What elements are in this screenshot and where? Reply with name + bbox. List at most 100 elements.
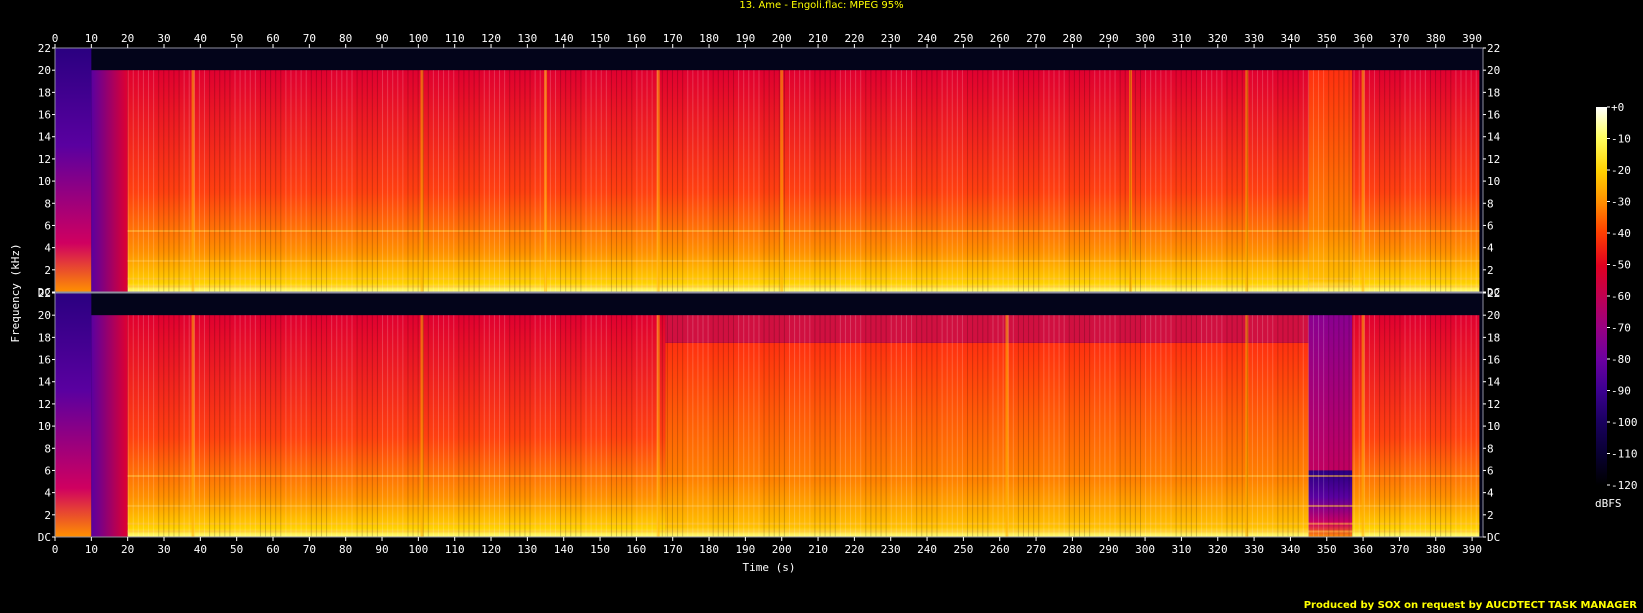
spectrum-texture — [127, 315, 1477, 537]
colorbar-tick-label: +0 — [1611, 101, 1624, 114]
x-tick-label: 120 — [481, 32, 501, 45]
y-tick-label: 12 — [1487, 398, 1500, 411]
x-tick-label: 250 — [953, 32, 973, 45]
x-tick-label: 110 — [445, 543, 465, 556]
x-tick-label: 50 — [230, 32, 243, 45]
spectrum-segment — [55, 293, 92, 537]
transient-mark — [1129, 70, 1133, 292]
x-tick-label: 370 — [1389, 32, 1409, 45]
x-tick-label: 310 — [1171, 543, 1191, 556]
harmonic-band — [127, 285, 1480, 288]
transient-mark — [1245, 315, 1249, 537]
y-tick-label: 16 — [1487, 354, 1500, 367]
spectrogram-panel-right — [54, 292, 1484, 538]
x-tick-label: 140 — [554, 32, 574, 45]
x-axis-label: Time (s) — [743, 561, 796, 574]
x-tick-label: 310 — [1171, 32, 1191, 45]
transient-mark — [1005, 315, 1009, 537]
colorbar-tick-label: -70 — [1611, 322, 1631, 335]
x-tick-label: 300 — [1135, 32, 1155, 45]
y-tick-label: 10 — [38, 175, 51, 188]
x-tick-label: 190 — [735, 543, 755, 556]
transient-mark — [191, 70, 195, 292]
x-tick-label: 20 — [121, 543, 134, 556]
x-tick-label: 370 — [1389, 543, 1409, 556]
y-tick-label: 4 — [44, 242, 51, 255]
x-tick-label: 60 — [266, 543, 279, 556]
x-tick-label: 150 — [590, 32, 610, 45]
spectrum-segment — [1308, 315, 1353, 471]
y-tick-label: 16 — [38, 354, 51, 367]
y-tick-label: 4 — [44, 487, 51, 500]
x-tick-label: 300 — [1135, 543, 1155, 556]
y-tick-label: 12 — [1487, 153, 1500, 166]
y-tick-label: 22 — [38, 287, 51, 300]
x-tick-label: 230 — [881, 543, 901, 556]
x-tick-label: 250 — [953, 543, 973, 556]
x-tick-label: 160 — [626, 32, 646, 45]
harmonic-band — [127, 277, 1480, 280]
x-tick-label: 70 — [303, 543, 316, 556]
colorbar-tick-label: -40 — [1611, 227, 1631, 240]
y-tick-label: 14 — [1487, 131, 1501, 144]
x-tick-label: 50 — [230, 543, 243, 556]
x-tick-label: 350 — [1317, 32, 1337, 45]
spectrum-segment — [665, 315, 1309, 343]
y-tick-label: DC — [38, 286, 51, 299]
colorbar-tick-label: -30 — [1611, 196, 1631, 209]
x-tick-label: 90 — [375, 543, 388, 556]
x-tick-label: 170 — [663, 32, 683, 45]
spectrum-segment — [55, 48, 92, 292]
panel-frame — [54, 47, 1484, 293]
y-tick-label: 14 — [38, 131, 52, 144]
x-tick-label: 270 — [1026, 32, 1046, 45]
x-tick-label: 80 — [339, 32, 352, 45]
x-tick-label: 340 — [1280, 32, 1300, 45]
y-tick-label: 2 — [44, 509, 51, 522]
y-tick-label: 6 — [1487, 219, 1494, 232]
y-tick-label: 18 — [38, 331, 51, 344]
x-tick-label: 340 — [1280, 543, 1300, 556]
x-tick-label: 180 — [699, 543, 719, 556]
spectrum-texture — [127, 70, 1477, 292]
spectrum-segment — [127, 315, 666, 537]
x-tick-label: 360 — [1353, 32, 1373, 45]
harmonic-band — [127, 259, 1480, 262]
colorbar-tick-label: -50 — [1611, 259, 1631, 272]
spectrogram-panel-left — [54, 47, 1484, 293]
colorbar-tick-label: -80 — [1611, 353, 1631, 366]
transient-mark — [1361, 315, 1365, 537]
x-tick-label: 360 — [1353, 543, 1373, 556]
x-tick-label: 320 — [1208, 32, 1228, 45]
y-tick-label: 2 — [1487, 509, 1494, 522]
spectrum-segment — [91, 315, 128, 537]
x-tick-label: 120 — [481, 543, 501, 556]
x-tick-label: 280 — [1062, 543, 1082, 556]
y-tick-label: 12 — [38, 153, 51, 166]
x-tick-label: 390 — [1462, 32, 1482, 45]
y-tick-label: 20 — [38, 309, 51, 322]
x-tick-label: 80 — [339, 543, 352, 556]
colorbar-tick-label: -20 — [1611, 164, 1631, 177]
y-tick-label: 16 — [1487, 109, 1500, 122]
x-tick-label: 290 — [1099, 32, 1119, 45]
colorbar-tick-label: -10 — [1611, 133, 1631, 146]
spectrum-segment — [91, 70, 128, 292]
spectrum-segment — [1308, 70, 1353, 292]
x-tick-label: 380 — [1426, 32, 1446, 45]
y-tick-label: 8 — [1487, 197, 1494, 210]
y-tick-label: 10 — [1487, 175, 1500, 188]
x-tick-label: 170 — [663, 543, 683, 556]
y-tick-label: 18 — [1487, 331, 1500, 344]
y-tick-label: 14 — [38, 376, 52, 389]
y-tick-label: 20 — [1487, 64, 1500, 77]
colorbar-tick-label: -90 — [1611, 385, 1631, 398]
x-tick-label: 100 — [408, 32, 428, 45]
harmonic-band — [127, 475, 1480, 477]
x-tick-label: 180 — [699, 32, 719, 45]
x-tick-label: 150 — [590, 543, 610, 556]
x-axis-top: 0 10 20 30 40 50 60 70 80 90 100 110 120 130 140 150 160… — [52, 32, 1482, 48]
x-tick-label: 20 — [121, 32, 134, 45]
x-tick-label: 160 — [626, 543, 646, 556]
